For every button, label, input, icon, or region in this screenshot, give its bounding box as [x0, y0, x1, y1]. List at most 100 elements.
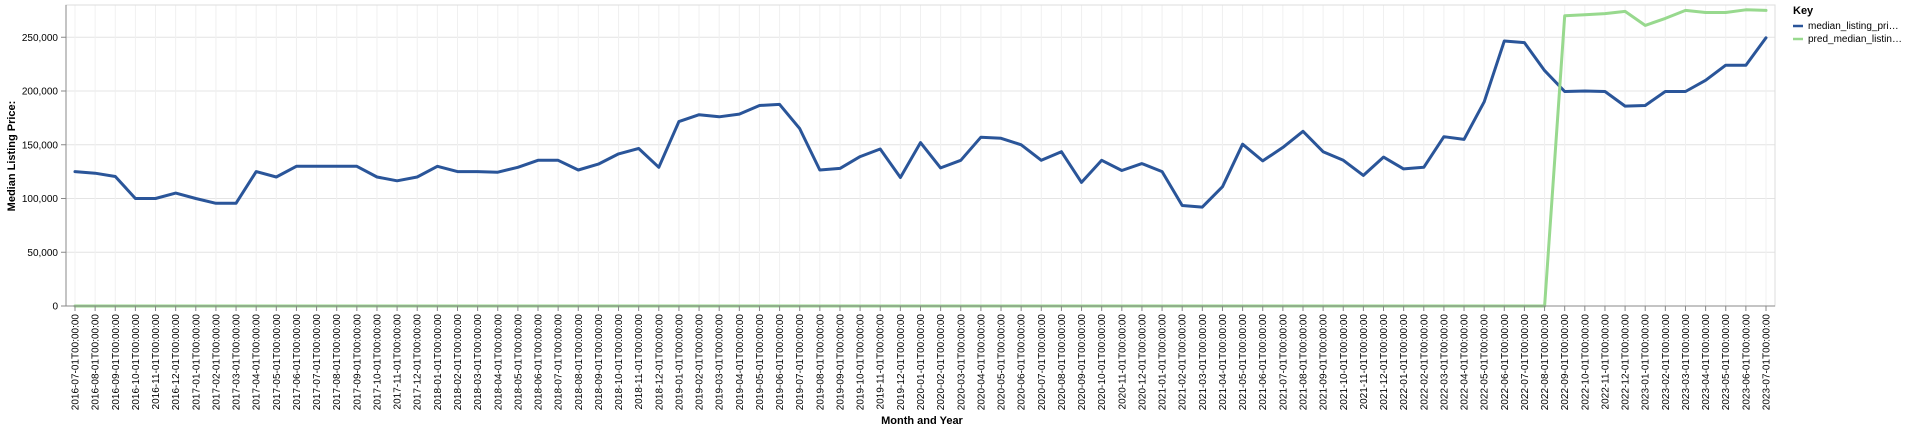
x-tick-label: 2020-02-01T00:00:00	[936, 314, 947, 411]
x-tick-label: 2019-03-01T00:00:00	[715, 314, 726, 411]
x-tick-label: 2018-12-01T00:00:00	[654, 314, 665, 411]
x-tick-label: 2020-04-01T00:00:00	[976, 314, 987, 411]
x-tick-label: 2020-12-01T00:00:00	[1137, 314, 1148, 411]
x-tick-label: 2017-09-01T00:00:00	[352, 314, 363, 411]
x-tick-label: 2020-10-01T00:00:00	[1097, 314, 1108, 411]
legend-title: Key	[1793, 5, 1814, 17]
x-tick-label: 2017-01-01T00:00:00	[191, 314, 202, 411]
x-tick-label: 2019-01-01T00:00:00	[674, 314, 685, 411]
x-tick-label: 2020-09-01T00:00:00	[1077, 314, 1088, 411]
x-tick-label: 2016-10-01T00:00:00	[131, 314, 142, 411]
x-tick-label: 2022-06-01T00:00:00	[1500, 314, 1511, 411]
x-tick-label: 2021-04-01T00:00:00	[1218, 314, 1229, 411]
x-tick-label: 2019-11-01T00:00:00	[876, 314, 887, 410]
x-tick-label: 2023-03-01T00:00:00	[1681, 314, 1692, 411]
x-tick-label: 2021-08-01T00:00:00	[1298, 314, 1309, 411]
x-tick-label: 2017-10-01T00:00:00	[372, 314, 383, 411]
y-tick-label: 250,000	[22, 33, 59, 44]
x-tick-label: 2018-09-01T00:00:00	[594, 314, 605, 411]
x-tick-label: 2022-11-01T00:00:00	[1600, 314, 1611, 410]
x-tick-label: 2018-11-01T00:00:00	[634, 314, 645, 410]
x-tick-label: 2019-04-01T00:00:00	[735, 314, 746, 411]
y-tick-label: 150,000	[22, 140, 59, 151]
x-tick-label: 2019-05-01T00:00:00	[755, 314, 766, 411]
x-tick-label: 2017-06-01T00:00:00	[292, 314, 303, 411]
x-tick-label: 2023-06-01T00:00:00	[1741, 314, 1752, 411]
x-tick-label: 2018-07-01T00:00:00	[554, 314, 565, 411]
legend-label-1: pred_median_listin…	[1808, 34, 1902, 45]
x-tick-label: 2017-12-01T00:00:00	[413, 314, 424, 411]
x-tick-label: 2022-10-01T00:00:00	[1580, 314, 1591, 411]
y-ticks: 0 50,000 100,000 150,000 200,000 250,000	[22, 33, 66, 313]
x-tick-label: 2022-02-01T00:00:00	[1419, 314, 1430, 411]
x-tick-label: 2021-03-01T00:00:00	[1198, 314, 1209, 411]
x-tick-label: 2019-08-01T00:00:00	[815, 314, 826, 411]
x-tick-label: 2018-04-01T00:00:00	[493, 314, 504, 411]
x-tick-label: 2018-05-01T00:00:00	[513, 314, 524, 411]
x-tick-label: 2019-02-01T00:00:00	[695, 314, 706, 411]
x-tick-label: 2017-02-01T00:00:00	[211, 314, 222, 411]
x-tick-label: 2022-08-01T00:00:00	[1540, 314, 1551, 411]
x-tick-label: 2021-09-01T00:00:00	[1319, 314, 1330, 411]
x-tick-label: 2021-10-01T00:00:00	[1339, 314, 1350, 411]
x-ticks: 2016-07-01T00:00:00 2016-08-01T00:00:00 20…	[71, 306, 1773, 410]
x-tick-label: 2017-08-01T00:00:00	[332, 314, 343, 411]
legend: Key median_listing_pri… pred_median_listi…	[1793, 5, 1902, 45]
x-tick-label: 2016-08-01T00:00:00	[91, 314, 102, 411]
x-tick-label: 2022-04-01T00:00:00	[1460, 314, 1471, 411]
x-tick-label: 2018-01-01T00:00:00	[433, 314, 444, 411]
x-tick-label: 2022-01-01T00:00:00	[1399, 314, 1410, 411]
x-tick-label: 2017-04-01T00:00:00	[252, 314, 263, 411]
x-tick-label: 2021-07-01T00:00:00	[1278, 314, 1289, 411]
x-tick-label: 2022-09-01T00:00:00	[1560, 314, 1571, 411]
x-tick-label: 2016-12-01T00:00:00	[171, 314, 182, 411]
x-tick-label: 2016-07-01T00:00:00	[71, 314, 82, 411]
x-tick-label: 2021-02-01T00:00:00	[1178, 314, 1189, 411]
x-tick-label: 2023-02-01T00:00:00	[1661, 314, 1672, 411]
x-tick-label: 2022-07-01T00:00:00	[1520, 314, 1531, 411]
x-tick-label: 2018-06-01T00:00:00	[534, 314, 545, 411]
x-tick-label: 2019-09-01T00:00:00	[835, 314, 846, 411]
x-tick-label: 2019-06-01T00:00:00	[775, 314, 786, 411]
x-tick-label: 2023-07-01T00:00:00	[1762, 314, 1773, 411]
x-tick-label: 2023-01-01T00:00:00	[1641, 314, 1652, 411]
x-tick-label: 2019-07-01T00:00:00	[795, 314, 806, 411]
x-tick-label: 2016-09-01T00:00:00	[111, 314, 122, 411]
y-tick-label: 50,000	[27, 248, 58, 259]
x-tick-label: 2021-06-01T00:00:00	[1258, 314, 1269, 411]
x-tick-label: 2021-05-01T00:00:00	[1238, 314, 1249, 411]
x-tick-label: 2022-12-01T00:00:00	[1621, 314, 1632, 411]
x-tick-label: 2020-03-01T00:00:00	[956, 314, 967, 411]
y-tick-label: 0	[52, 302, 58, 313]
x-tick-label: 2017-11-01T00:00:00	[393, 314, 404, 410]
x-tick-label: 2018-03-01T00:00:00	[473, 314, 484, 411]
x-axis-title: Month and Year	[881, 415, 963, 427]
x-tick-label: 2022-05-01T00:00:00	[1480, 314, 1491, 411]
x-tick-label: 2017-07-01T00:00:00	[312, 314, 323, 411]
x-tick-label: 2021-11-01T00:00:00	[1359, 314, 1370, 410]
x-tick-label: 2019-10-01T00:00:00	[856, 314, 867, 411]
x-tick-label: 2018-02-01T00:00:00	[453, 314, 464, 411]
x-tick-label: 2020-08-01T00:00:00	[1057, 314, 1068, 411]
x-tick-label: 2020-07-01T00:00:00	[1037, 314, 1048, 411]
x-tick-label: 2023-05-01T00:00:00	[1721, 314, 1732, 411]
y-tick-label: 100,000	[22, 194, 59, 205]
x-tick-label: 2018-10-01T00:00:00	[614, 314, 625, 411]
x-tick-label: 2020-11-01T00:00:00	[1117, 314, 1128, 410]
x-tick-label: 2021-12-01T00:00:00	[1379, 314, 1390, 411]
x-tick-label: 2020-06-01T00:00:00	[1017, 314, 1028, 411]
x-tick-label: 2017-05-01T00:00:00	[272, 314, 283, 411]
x-tick-label: 2019-12-01T00:00:00	[896, 314, 907, 411]
x-tick-label: 2017-03-01T00:00:00	[232, 314, 243, 411]
legend-items: median_listing_pri… pred_median_listin…	[1793, 21, 1902, 45]
y-axis-title: Median Listing Price:	[6, 101, 18, 212]
y-tick-label: 200,000	[22, 87, 59, 98]
x-tick-label: 2020-05-01T00:00:00	[997, 314, 1008, 411]
x-tick-label: 2023-04-01T00:00:00	[1701, 314, 1712, 411]
x-tick-label: 2018-08-01T00:00:00	[574, 314, 585, 411]
x-tick-label: 2022-03-01T00:00:00	[1439, 314, 1450, 411]
x-tick-label: 2020-01-01T00:00:00	[916, 314, 927, 411]
x-tick-label: 2016-11-01T00:00:00	[151, 314, 162, 410]
gridlines	[66, 5, 1775, 307]
